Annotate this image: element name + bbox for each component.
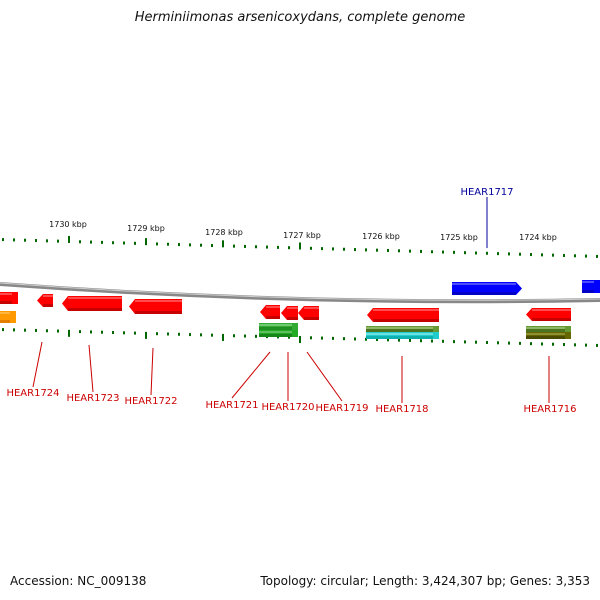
genome-stats: Topology: circular; Length: 3,424,307 bp… — [260, 574, 590, 588]
feature-track[interactable] — [259, 330, 298, 337]
gene-feature[interactable] — [367, 308, 439, 322]
label-leaders — [32, 197, 550, 403]
gene-feature[interactable] — [452, 282, 522, 295]
gene-feature[interactable] — [62, 296, 122, 311]
leader-line — [306, 351, 343, 402]
feature-track[interactable] — [526, 326, 571, 332]
scale-label: 1724 kbp — [519, 233, 557, 242]
gene-feature[interactable] — [129, 299, 182, 314]
gene-features — [0, 280, 600, 339]
gene-feature[interactable] — [582, 280, 600, 293]
gene-label[interactable]: HEAR1721 — [205, 400, 258, 411]
scale-labels: 1730 kbp 1729 kbp 1728 kbp 1727 kbp 1726 kbp… — [49, 220, 557, 242]
gene-feature[interactable] — [260, 305, 280, 319]
gene-feature[interactable] — [526, 308, 571, 321]
feature-track[interactable] — [366, 326, 439, 332]
accession-text: Accession: NC_009138 — [10, 574, 147, 588]
scale-label: 1726 kbp — [362, 232, 400, 241]
feature-track[interactable] — [366, 332, 439, 339]
gene-feature[interactable] — [0, 311, 16, 323]
leader-line — [32, 341, 43, 388]
gene-feature[interactable] — [37, 294, 53, 307]
leader-line — [88, 344, 94, 393]
scale-ticks-top — [2, 235, 598, 258]
gene-label[interactable]: HEAR1723 — [66, 393, 119, 404]
gene-label[interactable]: HEAR1719 — [315, 403, 368, 414]
gene-label[interactable]: HEAR1724 — [6, 388, 59, 399]
genome-backbone — [0, 282, 600, 304]
genome-title: Herminiimonas arsenicoxydans, complete g… — [134, 10, 466, 25]
gene-label[interactable]: HEAR1718 — [375, 404, 428, 415]
feature-track[interactable] — [259, 323, 298, 330]
scale-label: 1725 kbp — [440, 233, 478, 242]
leader-line — [231, 351, 271, 399]
scale-label: 1729 kbp — [127, 224, 165, 233]
gene-label[interactable]: HEAR1716 — [523, 404, 576, 415]
scale-label: 1730 kbp — [49, 220, 87, 229]
gene-labels: HEAR1724 HEAR1723 HEAR1722 HEAR1721 HEAR1720… — [6, 187, 576, 415]
scale-label: 1727 kbp — [283, 231, 321, 240]
gene-feature[interactable] — [0, 292, 18, 304]
gene-label[interactable]: HEAR1717 — [460, 187, 513, 198]
genome-backbone-highlight — [0, 282, 600, 301]
feature-track[interactable] — [526, 332, 571, 339]
gene-label[interactable]: HEAR1722 — [124, 396, 177, 407]
gene-feature[interactable] — [281, 306, 298, 320]
gene-label[interactable]: HEAR1720 — [261, 402, 314, 413]
scale-label: 1728 kbp — [205, 228, 243, 237]
scale-ticks-bottom — [2, 328, 598, 347]
leader-line — [150, 347, 154, 396]
gene-feature[interactable] — [298, 306, 319, 320]
